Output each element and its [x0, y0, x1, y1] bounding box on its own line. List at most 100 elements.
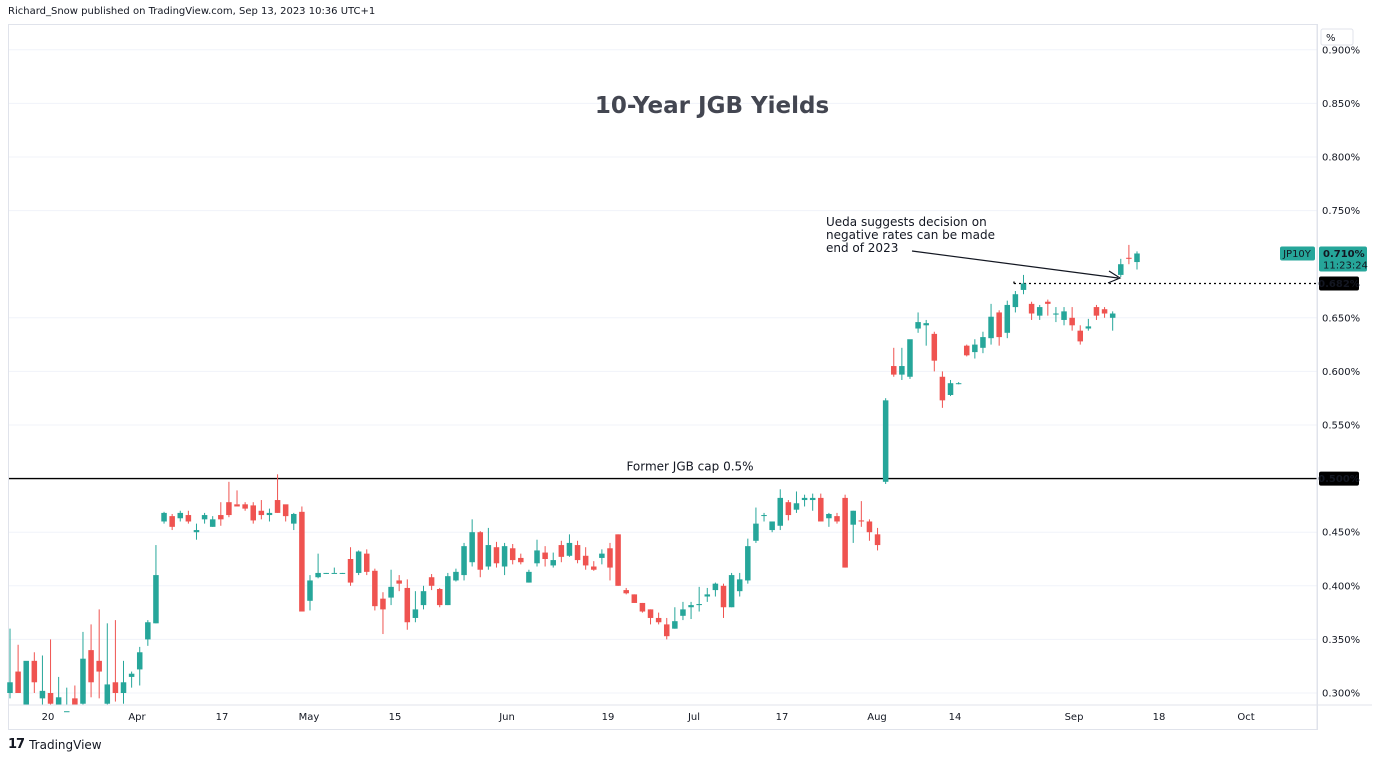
candle	[899, 347, 905, 380]
candle	[493, 541, 500, 568]
x-tick-label: Aug	[867, 712, 887, 723]
candle	[1069, 307, 1075, 331]
candle	[209, 516, 216, 527]
candle	[88, 624, 94, 698]
candle-body	[347, 559, 354, 583]
candle	[363, 549, 370, 576]
time-axis: 20 Apr 17 May 15 Jun 19 Jul 17 Aug 14 Sep 18 Oct	[9, 704, 1372, 723]
candle	[931, 331, 938, 372]
x-tick-label: Oct	[1237, 712, 1254, 723]
candle	[15, 644, 21, 693]
candle	[509, 543, 516, 565]
candle-body	[736, 579, 743, 592]
candle	[291, 512, 297, 531]
candle-body	[801, 497, 808, 501]
candle	[850, 510, 856, 543]
candle	[307, 575, 313, 611]
candle-body	[193, 530, 200, 533]
candle	[1012, 291, 1019, 313]
candle-body	[355, 551, 362, 573]
candle	[736, 572, 743, 597]
candle-body	[672, 621, 678, 629]
candle-body	[242, 504, 248, 509]
x-tick-label: 14	[949, 712, 962, 723]
candle	[266, 508, 273, 522]
candle-body	[112, 682, 119, 693]
candle	[591, 561, 597, 571]
candle	[136, 646, 143, 686]
candle-body	[607, 548, 613, 568]
candle-body	[947, 383, 954, 395]
candle	[1061, 307, 1067, 326]
candle-body	[104, 684, 111, 704]
candle-body	[420, 591, 427, 606]
candle-body	[566, 542, 573, 556]
candle-body	[88, 650, 94, 683]
unit-toggle-button[interactable]	[1320, 28, 1354, 46]
candle	[185, 510, 192, 524]
candle-body	[680, 609, 686, 616]
candle-body	[388, 586, 394, 598]
candle-body	[315, 572, 321, 578]
candle-body	[234, 504, 240, 507]
candle	[728, 572, 735, 608]
candle	[542, 546, 548, 567]
candle	[753, 507, 759, 543]
candle-body	[639, 602, 646, 612]
candle-body	[518, 557, 524, 563]
y-tick-label: 0.350%	[1322, 635, 1360, 646]
candle	[1020, 274, 1027, 295]
candle-body	[55, 697, 62, 705]
candle	[396, 575, 402, 592]
candle	[696, 586, 702, 612]
candle	[631, 594, 638, 603]
candle-body	[874, 534, 881, 546]
symbol-tag-label: JP10Y	[1282, 249, 1312, 260]
candle	[420, 585, 427, 610]
candle-body	[1061, 311, 1067, 320]
candle	[842, 494, 848, 568]
candle	[1085, 318, 1092, 331]
candle	[1134, 251, 1140, 270]
candle-body	[169, 516, 175, 527]
candle	[1077, 325, 1084, 345]
candle	[282, 504, 289, 522]
candle	[826, 512, 832, 527]
y-tick-label: 0.850%	[1322, 99, 1360, 110]
footer-brand[interactable]: 17 TradingView	[8, 737, 102, 752]
candle-body	[412, 609, 419, 618]
horizontal-levels: Former JGB cap 0.5%	[9, 279, 1317, 480]
candle-body	[461, 546, 467, 576]
candle-body	[1101, 309, 1108, 314]
candle-body	[80, 658, 86, 704]
candle	[1093, 304, 1100, 320]
candle-body	[818, 497, 824, 522]
candles	[7, 244, 1140, 713]
candle	[120, 660, 127, 704]
candle-body	[1109, 313, 1116, 318]
candle-body	[785, 502, 792, 516]
candle	[988, 303, 994, 345]
candle	[445, 572, 451, 606]
candle	[1101, 307, 1108, 318]
candle	[663, 617, 670, 640]
candle	[355, 550, 362, 576]
candle-body	[688, 605, 694, 608]
candle-body	[307, 580, 313, 601]
candle-body	[509, 548, 516, 561]
candle-body	[899, 366, 905, 375]
candle	[39, 655, 46, 705]
x-tick-label: Apr	[128, 712, 146, 723]
candle-body	[1028, 303, 1035, 314]
candle	[80, 631, 86, 705]
candle	[201, 512, 208, 524]
candle	[169, 513, 175, 531]
y-tick-label: 0.400%	[1322, 581, 1360, 592]
candle-body	[891, 366, 897, 375]
candle	[582, 547, 589, 570]
candle	[963, 344, 970, 357]
candle-body	[1020, 283, 1027, 290]
candle	[104, 623, 111, 705]
candle	[639, 602, 646, 613]
